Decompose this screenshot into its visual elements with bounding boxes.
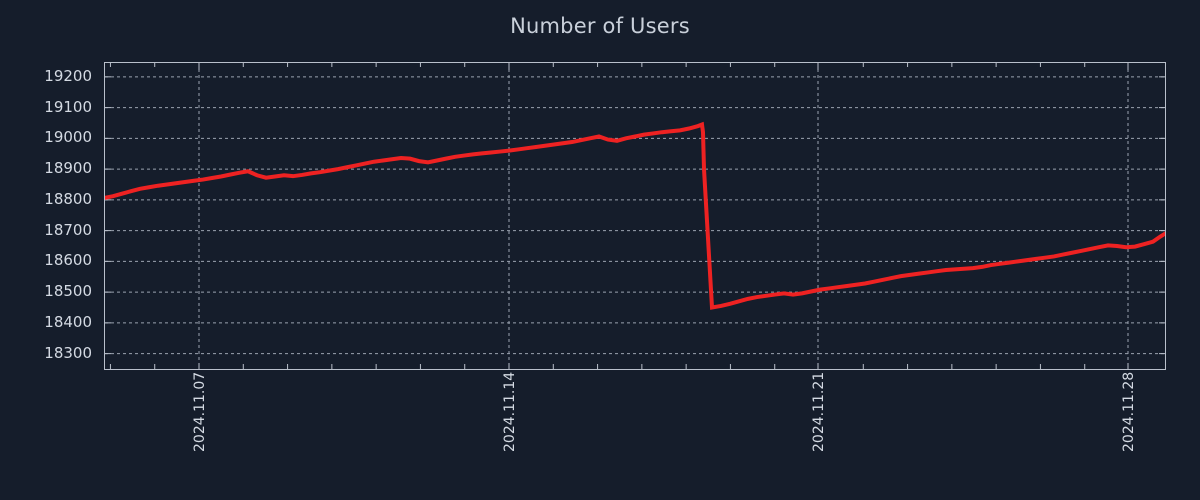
y-axis-tick-label: 18300 xyxy=(44,343,92,362)
y-axis-tick-label: 19000 xyxy=(44,128,92,147)
y-axis-tick-label: 19200 xyxy=(44,66,92,85)
x-axis-tick-label: 2024.11.14 xyxy=(502,371,518,452)
y-axis-tick-label: 18800 xyxy=(44,189,92,208)
plot-area xyxy=(104,62,1166,370)
plot-svg xyxy=(105,63,1165,369)
y-axis-tick-label: 18900 xyxy=(44,159,92,178)
vertical-gridlines xyxy=(198,63,1129,369)
y-axis-tick-label: 19100 xyxy=(44,97,92,116)
y-axis-tick-label: 18700 xyxy=(44,220,92,239)
y-axis-tick-label: 18500 xyxy=(44,282,92,301)
y-axis-ticks xyxy=(105,76,1165,355)
y-axis-tick-label: 18400 xyxy=(44,312,92,331)
data-series-line xyxy=(105,121,1165,310)
y-axis-tick-label: 18600 xyxy=(44,251,92,270)
horizontal-gridlines xyxy=(105,76,1165,355)
x-axis-tick-label: 2024.11.28 xyxy=(1121,371,1137,452)
x-axis-tick-label: 2024.11.07 xyxy=(192,371,208,452)
x-axis-tick-label: 2024.11.21 xyxy=(811,371,827,452)
chart-title: Number of Users xyxy=(510,14,690,38)
x-axis-ticks xyxy=(109,63,1129,369)
